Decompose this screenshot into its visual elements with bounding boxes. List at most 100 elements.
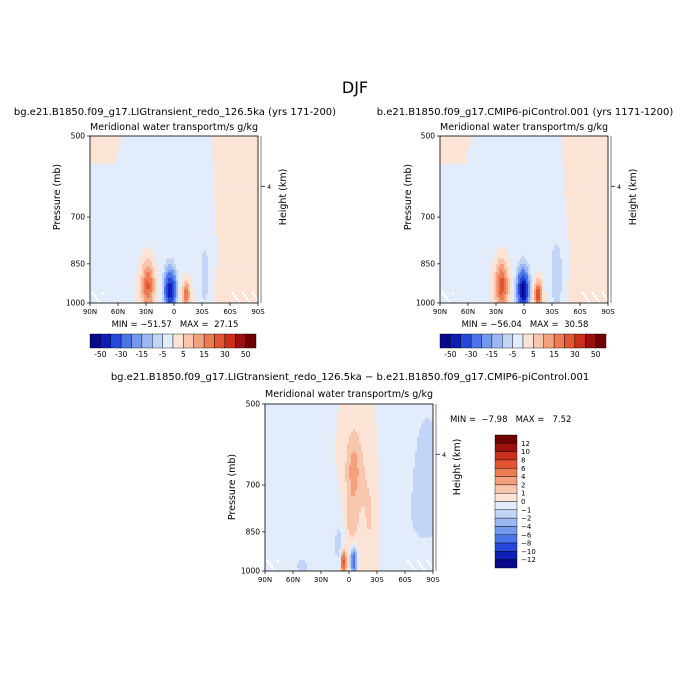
left-field-cell <box>90 250 93 254</box>
left-field-cell <box>168 169 171 173</box>
left-field-cell <box>208 277 211 282</box>
left-field-cell <box>96 227 99 231</box>
left-field-cell <box>236 286 239 290</box>
left-field-cell <box>196 244 199 248</box>
left-field-cell <box>118 291 121 295</box>
left-field-cell <box>148 280 151 284</box>
left-field-cell <box>236 194 239 198</box>
left-field-cell <box>200 219 203 223</box>
left-field-cell <box>204 197 207 201</box>
left-field-cell <box>252 141 255 145</box>
left-field-cell <box>206 227 209 231</box>
left-field-cell <box>192 252 195 256</box>
left-field-cell <box>130 252 133 256</box>
left-field-cell <box>206 202 209 206</box>
left-field-cell <box>198 269 201 273</box>
left-field-cell <box>142 208 145 212</box>
left-field-cell <box>200 264 203 268</box>
left-field-cell <box>112 183 115 187</box>
left-field-cell <box>128 152 131 156</box>
left-field-cell <box>222 186 225 190</box>
left-field-cell <box>108 200 111 204</box>
left-field-cell <box>186 266 189 270</box>
left-field-cell <box>128 250 131 254</box>
left-field-cell <box>112 294 115 298</box>
left-field-cell <box>112 136 115 140</box>
left-field-cell <box>144 230 147 234</box>
left-field-cell <box>164 180 167 184</box>
left-field-cell <box>252 163 255 167</box>
left-field-cell <box>98 183 101 187</box>
left-field-cell <box>228 297 231 301</box>
left-field-cell <box>224 286 227 290</box>
left-field-cell <box>242 197 245 201</box>
left-field-cell <box>202 269 205 273</box>
left-field-cell <box>118 197 121 201</box>
left-field-cell <box>248 169 251 173</box>
left-field-cell <box>218 236 221 240</box>
left-field-cell <box>252 227 255 231</box>
left-field-cell <box>98 152 101 156</box>
left-field-cell <box>252 136 255 140</box>
left-field-cell <box>226 258 229 262</box>
left-field-cell <box>248 272 251 276</box>
left-field-cell <box>168 275 171 279</box>
left-field-cell <box>116 191 119 195</box>
left-field-cell <box>212 247 215 251</box>
left-field-cell <box>244 269 247 273</box>
left-field-cell <box>112 280 115 284</box>
left-field-cell <box>236 169 239 173</box>
left-field-cell <box>158 261 161 265</box>
left-field-cell <box>138 236 141 240</box>
left-field-cell <box>156 136 159 140</box>
left-field-cell <box>132 174 135 179</box>
left-field-cell <box>118 155 121 159</box>
left-field-cell <box>110 227 113 231</box>
left-field-cell <box>108 222 111 226</box>
left-field-cell <box>174 197 177 201</box>
left-field-cell <box>244 169 247 173</box>
left-field-cell <box>164 174 167 179</box>
left-field-cell <box>132 163 135 167</box>
left-field-cell <box>160 275 163 279</box>
left-field-cell <box>154 136 157 140</box>
left-field-cell <box>124 194 127 198</box>
left-field-cell <box>226 141 229 145</box>
left-field-cell <box>96 280 99 284</box>
left-field-cell <box>122 174 125 179</box>
left-field-cell <box>172 194 175 198</box>
left-field-cell <box>202 166 205 170</box>
left-field-cell <box>166 238 169 243</box>
left-field-cell <box>226 144 229 148</box>
left-field-cell <box>256 200 259 204</box>
left-field-cell <box>204 174 207 179</box>
left-field-cell <box>142 180 145 184</box>
left-field-cell <box>240 286 243 290</box>
left-field-cell <box>148 244 151 248</box>
left-field-cell <box>234 225 237 229</box>
left-field-cell <box>106 197 109 201</box>
left-field-cell <box>200 188 203 192</box>
left-field-cell <box>196 230 199 234</box>
left-field-cell <box>92 280 95 284</box>
left-field-cell <box>102 291 105 295</box>
left-field-cell <box>124 275 127 279</box>
left-field-cell <box>236 289 239 293</box>
left-field-cell <box>92 283 95 287</box>
left-field-cell <box>152 275 155 279</box>
left-field-cell <box>168 161 171 165</box>
left-field-cell <box>220 147 223 151</box>
left-field-cell <box>134 194 137 198</box>
left-field-cell <box>134 264 137 268</box>
left-field-cell <box>116 261 119 265</box>
left-field-cell <box>112 275 115 279</box>
left-field-cell <box>154 211 157 215</box>
left-field-cell <box>168 158 171 162</box>
left-field-cell <box>158 211 161 215</box>
left-field-cell <box>92 236 95 240</box>
left-field-cell <box>224 205 227 209</box>
left-field-cell <box>92 219 95 223</box>
left-field-cell <box>180 177 183 181</box>
left-field-cell <box>116 250 119 254</box>
left-field-cell <box>146 211 149 215</box>
